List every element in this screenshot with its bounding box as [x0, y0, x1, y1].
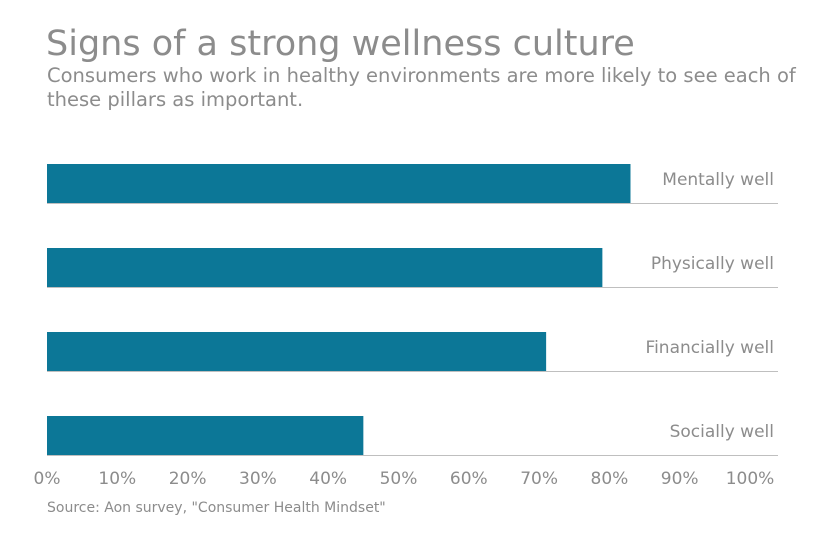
bar-mentally-well — [47, 164, 631, 203]
category-label-physically-well: Physically well — [651, 254, 774, 274]
x-tick-label: 100% — [726, 469, 775, 489]
x-tick-label: 10% — [98, 469, 136, 489]
category-label-financially-well: Financially well — [646, 338, 774, 358]
category-label-socially-well: Socially well — [670, 422, 774, 442]
chart-title: Signs of a strong wellness culture — [46, 24, 635, 64]
chart-subtitle: Consumers who work in healthy environmen… — [47, 64, 796, 111]
bar-financially-well — [47, 332, 547, 371]
x-tick-label: 80% — [591, 469, 629, 489]
x-tick-label: 50% — [380, 469, 418, 489]
x-tick-label: 20% — [169, 469, 207, 489]
x-tick-label: 90% — [661, 469, 699, 489]
bar-physically-well — [47, 248, 603, 287]
bar-socially-well — [47, 416, 364, 455]
x-tick-label: 70% — [520, 469, 558, 489]
category-label-mentally-well: Mentally well — [662, 170, 774, 190]
x-tick-label: 40% — [309, 469, 347, 489]
x-tick-label: 30% — [239, 469, 277, 489]
x-tick-label: 0% — [34, 469, 61, 489]
x-tick-label: 60% — [450, 469, 488, 489]
source-note: Source: Aon survey, "Consumer Health Min… — [47, 500, 386, 516]
